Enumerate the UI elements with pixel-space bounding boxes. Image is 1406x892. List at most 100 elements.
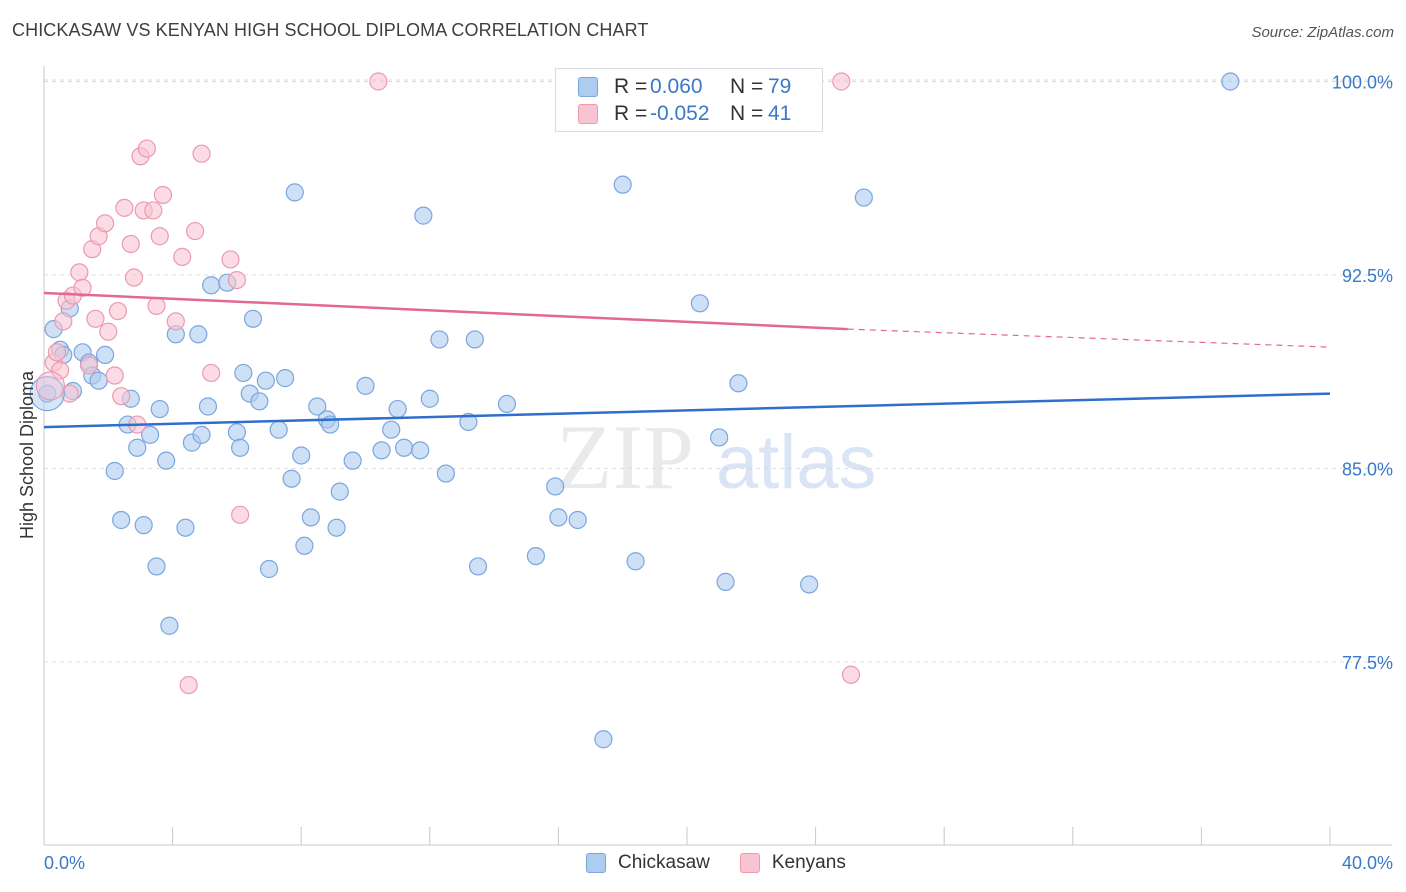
legend-swatch-pink	[739, 853, 760, 873]
chickasaw-point	[411, 441, 430, 460]
chickasaw-point	[526, 546, 545, 566]
y-tick-label: 85.0%	[1342, 459, 1393, 479]
kenyans-point	[124, 268, 144, 287]
kenyans-point	[221, 250, 240, 269]
kenyans-point	[121, 234, 140, 254]
kenyans-trend-extension	[847, 328, 1331, 348]
chickasaw-point	[112, 510, 131, 530]
chickasaw-point	[282, 469, 301, 488]
chickasaw-trend-line	[43, 392, 1331, 429]
chickasaw-point	[269, 420, 288, 439]
chickasaw-point	[157, 451, 176, 470]
chickasaw-point	[292, 446, 311, 465]
kenyans-point	[50, 361, 70, 380]
watermark: ZIP atlas	[556, 406, 877, 508]
chickasaw-point	[1221, 72, 1240, 91]
kenyans-point	[115, 198, 134, 217]
watermark-zip: ZIP	[556, 406, 694, 508]
kenyans-point	[192, 144, 211, 163]
chickasaw-point	[295, 536, 314, 555]
chickasaw-point	[594, 730, 613, 749]
x-tick-label-min: 0.0%	[44, 853, 85, 873]
kenyans-point	[105, 366, 124, 385]
legend-r-label: R =	[614, 102, 648, 125]
kenyans-point	[832, 72, 851, 91]
kenyans-point	[186, 221, 205, 241]
chart-source: Source: ZipAtlas.com	[1251, 24, 1394, 41]
chickasaw-point	[690, 294, 709, 313]
chickasaw-point	[301, 508, 320, 527]
chickasaw-point	[356, 376, 375, 395]
chickasaw-point	[192, 425, 211, 444]
chickasaw-point	[613, 175, 632, 194]
chickasaw-point	[308, 397, 327, 416]
kenyans-point	[166, 312, 185, 331]
chickasaw-point	[147, 557, 166, 576]
chickasaw-point	[430, 330, 449, 349]
kenyans-point	[108, 301, 128, 321]
chickasaw-point	[259, 559, 279, 579]
series-legend-kenyans: Kenyans	[739, 852, 846, 874]
chickasaw-point	[105, 461, 124, 481]
chickasaw-point	[234, 363, 253, 383]
kenyans-point	[202, 363, 221, 383]
chickasaw-point	[202, 276, 221, 295]
legend-r-value: 0.060	[650, 75, 703, 98]
chickasaw-point	[285, 183, 304, 202]
kenyans-point	[73, 278, 92, 297]
kenyans-point	[70, 263, 89, 282]
y-tick-label: 100.0%	[1332, 72, 1393, 92]
legend-swatch-blue	[586, 853, 606, 873]
chickasaw-point	[420, 389, 439, 408]
kenyans-point	[144, 201, 163, 220]
chickasaw-point	[95, 345, 115, 365]
y-axis-title: High School Diploma	[17, 370, 37, 539]
chickasaw-point	[243, 309, 263, 328]
kenyans-point	[112, 387, 131, 406]
chickasaw-point	[414, 206, 433, 225]
legend-row-chickasaw: R = 0.060 N = 79	[578, 75, 791, 99]
chickasaw-point	[800, 575, 819, 594]
kenyans-point	[841, 665, 861, 684]
chickasaw-point	[276, 369, 295, 388]
kenyans-point	[79, 356, 99, 375]
chickasaw-point	[227, 423, 246, 442]
chickasaw-point	[382, 420, 401, 439]
watermark-atlas: atlas	[716, 420, 877, 505]
axis-layer	[43, 66, 1392, 846]
chickasaw-point	[459, 412, 478, 432]
kenyans-point	[54, 312, 73, 331]
chickasaw-point	[250, 392, 269, 411]
series-legend-label: Kenyans	[771, 852, 846, 873]
chickasaw-point	[388, 399, 407, 419]
legend-n-value: 79	[768, 75, 792, 98]
kenyans-point	[99, 322, 118, 341]
series-legend-chickasaw: Chickasaw	[586, 852, 710, 874]
chickasaw-point	[468, 557, 488, 576]
legend-n-label: N =	[730, 75, 764, 98]
chickasaw-point	[189, 325, 208, 344]
label-layer: 77.5% 85.0% 92.5% 100.0% 0.0% 40.0% High Schoo…	[17, 72, 1393, 873]
chickasaw-point	[568, 510, 587, 530]
chickasaw-point	[372, 441, 391, 460]
chickasaw-point	[176, 518, 195, 537]
kenyans-trend-line	[43, 291, 848, 331]
kenyans-point	[173, 247, 192, 266]
chickasaw-point	[89, 371, 108, 390]
legend-n-value: 41	[768, 102, 792, 125]
legend-swatch-blue	[578, 77, 598, 97]
chickasaw-point	[546, 477, 565, 496]
chickasaw-point	[854, 188, 873, 207]
chickasaw-point	[497, 394, 517, 414]
kenyans-point	[95, 214, 115, 233]
series-legend-label: Chickasaw	[618, 852, 710, 873]
chickasaw-point	[626, 552, 645, 571]
chickasaw-point	[716, 572, 735, 591]
chickasaw-point	[465, 330, 484, 349]
chickasaw-point	[134, 516, 153, 535]
chickasaw-point	[198, 397, 218, 416]
legend-r-value: -0.052	[650, 102, 710, 125]
chart-title: CHICKASAW VS KENYAN HIGH SCHOOL DIPLOMA …	[12, 20, 649, 40]
legend-row-kenyans: R = -0.052 N = 41	[578, 102, 791, 126]
kenyans-point	[227, 270, 246, 290]
